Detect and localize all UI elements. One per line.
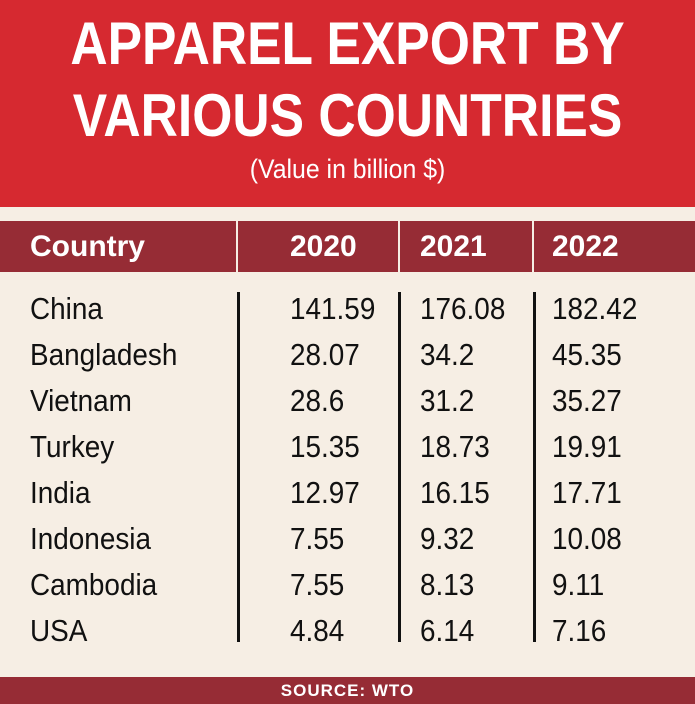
- column-divider: [398, 292, 401, 642]
- table-row: India 12.97 16.15 17.71: [0, 470, 695, 516]
- cell-country: China: [30, 291, 103, 326]
- table-header-row: Country 2020 2021 2022: [0, 221, 695, 272]
- cell-2021: 176.08: [420, 291, 506, 326]
- cell-2021: 34.2: [420, 337, 475, 372]
- cell-2022: 182.42: [552, 291, 638, 326]
- title-banner: APPAREL EXPORT BY VARIOUS COUNTRIES (Val…: [0, 0, 695, 207]
- cell-country: Cambodia: [30, 567, 158, 602]
- header-divider: [398, 221, 400, 272]
- cell-2020: 141.59: [290, 291, 376, 326]
- cell-2021: 9.32: [420, 521, 475, 556]
- cell-country: Bangladesh: [30, 337, 178, 372]
- cell-2021: 8.13: [420, 567, 475, 602]
- cell-country: Turkey: [30, 429, 115, 464]
- cell-2022: 10.08: [552, 521, 622, 556]
- cell-2022: 9.11: [552, 567, 605, 602]
- cell-2020: 15.35: [290, 429, 360, 464]
- cell-2020: 12.97: [290, 475, 360, 510]
- table-row: Bangladesh 28.07 34.2 45.35: [0, 332, 695, 378]
- cell-2020: 7.55: [290, 567, 345, 602]
- table-row: Indonesia 7.55 9.32 10.08: [0, 516, 695, 562]
- cell-2020: 28.07: [290, 337, 360, 372]
- column-header-2020: 2020: [290, 230, 357, 263]
- header-divider: [236, 221, 238, 272]
- column-divider: [237, 292, 240, 642]
- cell-2021: 18.73: [420, 429, 490, 464]
- chart-title-line-1: APPAREL EXPORT BY: [70, 10, 625, 77]
- cell-2022: 19.91: [552, 429, 622, 464]
- cell-2022: 7.16: [552, 613, 607, 648]
- cell-2020: 28.6: [290, 383, 345, 418]
- table-row: Vietnam 28.6 31.2 35.27: [0, 378, 695, 424]
- column-divider: [533, 292, 536, 642]
- chart-title-line-2: VARIOUS COUNTRIES: [72, 82, 623, 149]
- cell-country: Vietnam: [30, 383, 132, 418]
- table-row: China 141.59 176.08 182.42: [0, 286, 695, 332]
- cell-2020: 7.55: [290, 521, 345, 556]
- cell-2022: 35.27: [552, 383, 622, 418]
- source-footer: SOURCE: WTO: [0, 677, 695, 704]
- cell-2022: 45.35: [552, 337, 622, 372]
- column-header-2022: 2022: [552, 230, 619, 263]
- column-header-2021: 2021: [420, 230, 487, 263]
- cell-2021: 6.14: [420, 613, 475, 648]
- cell-2020: 4.84: [290, 613, 345, 648]
- cell-2021: 16.15: [420, 475, 490, 510]
- cell-2021: 31.2: [420, 383, 475, 418]
- column-header-country: Country: [30, 230, 145, 263]
- table-row: Turkey 15.35 18.73 19.91: [0, 424, 695, 470]
- cell-2022: 17.71: [552, 475, 622, 510]
- cell-country: India: [30, 475, 91, 510]
- table-row: Cambodia 7.55 8.13 9.11: [0, 562, 695, 608]
- header-divider: [532, 221, 534, 272]
- table-row: USA 4.84 6.14 7.16: [0, 608, 695, 654]
- cell-country: Indonesia: [30, 521, 152, 556]
- cell-country: USA: [30, 613, 88, 648]
- chart-subtitle: (Value in billion $): [249, 154, 446, 184]
